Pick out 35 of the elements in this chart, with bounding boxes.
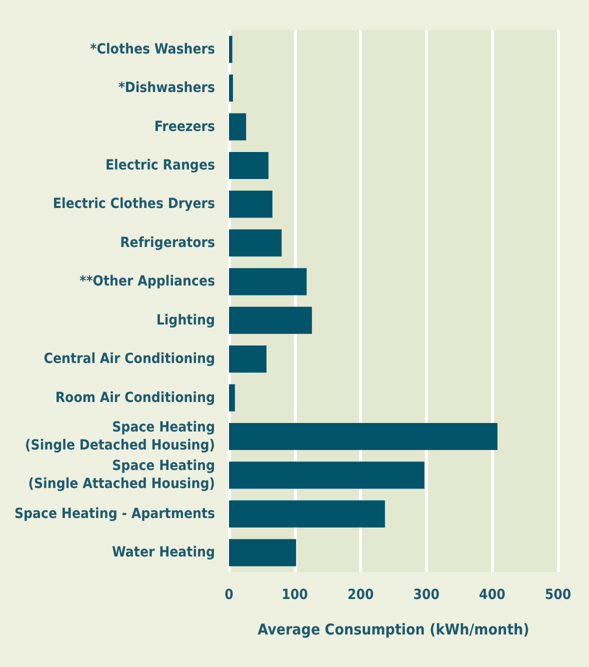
x-tick-label: 300 — [413, 587, 440, 603]
y-tick-label: Central Air Conditioning — [44, 351, 215, 368]
x-tick-label: 500 — [544, 587, 572, 603]
bar — [229, 384, 235, 412]
x-tick-label: 0 — [224, 587, 234, 603]
x-axis-title: Average Consumption (kWh/month) — [258, 620, 530, 638]
bar — [229, 74, 233, 102]
y-tick-label: Water Heating — [112, 544, 215, 561]
y-tick-label: Room Air Conditioning — [55, 390, 215, 406]
bar — [229, 422, 498, 450]
y-tick-label: Electric Clothes Dryers — [52, 196, 215, 212]
y-tick-label: *Clothes Washers — [90, 41, 215, 58]
y-tick-label: Lighting — [156, 312, 215, 328]
y-tick-label: **Other Appliances — [80, 274, 215, 290]
y-tick-label: Space Heating (Single Detached Housing) — [25, 420, 215, 454]
y-tick-label: *Dishwashers — [118, 80, 215, 96]
bar — [229, 36, 232, 63]
bar — [229, 306, 312, 334]
bar — [229, 190, 272, 218]
y-tick-label: Space Heating - Apartments — [14, 506, 215, 522]
bar — [229, 539, 296, 566]
bar — [229, 268, 307, 296]
bar — [229, 462, 424, 489]
y-tick-label: Electric Ranges — [105, 158, 215, 174]
y-tick-label: Space Heating (Single Attached Housing) — [28, 458, 215, 492]
y-tick-label: Freezers — [154, 118, 215, 135]
y-tick-label: Refrigerators — [120, 234, 215, 251]
x-tick-label: 100 — [282, 587, 308, 603]
bar — [229, 113, 246, 140]
x-tick-label: 400 — [479, 587, 506, 603]
bar — [229, 500, 385, 528]
x-tick-label: 200 — [347, 587, 374, 603]
bar — [229, 346, 267, 373]
bar — [229, 152, 268, 180]
bar — [229, 229, 282, 256]
